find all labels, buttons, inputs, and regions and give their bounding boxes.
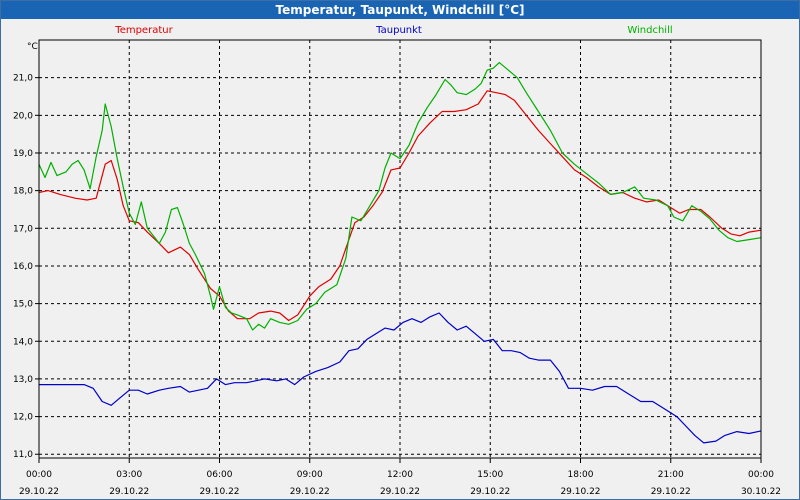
- legend-windchill: Windchill: [627, 25, 672, 36]
- y-tick-label: 12,0: [13, 413, 33, 423]
- x-tick-time: 12:00: [387, 470, 413, 480]
- y-tick-label: 17,0: [13, 224, 33, 234]
- x-tick-time: 09:00: [297, 470, 323, 480]
- x-tick-time: 03:00: [116, 470, 142, 480]
- y-axis: 11,0 12,0 13,0 14,0 15,0 16,0 17,0 18,0 19,0 20,0…: [13, 74, 39, 460]
- y-tick-label: 19,0: [13, 149, 33, 159]
- x-axis: 00:00 29.10.22 03:00 29.10.22 06:00 29.10.22 0…: [19, 458, 781, 497]
- y-axis-label: °C: [27, 42, 38, 52]
- chart-title: Temperatur, Taupunkt, Windchill [°C]: [1, 1, 799, 19]
- y-tick-label: 11,0: [13, 450, 33, 460]
- legend-taupunkt: Taupunkt: [375, 25, 422, 36]
- y-tick-label: 14,0: [13, 337, 33, 347]
- x-tick-date: 29.10.22: [380, 487, 420, 497]
- series-line-taupunkt: [39, 312, 762, 444]
- y-tick-label: 13,0: [13, 375, 33, 385]
- x-tick-time: 21:00: [658, 470, 684, 480]
- x-tick-time: 18:00: [568, 470, 594, 480]
- y-tick-label: 21,0: [13, 74, 33, 84]
- x-tick-time: 15:00: [477, 470, 503, 480]
- x-tick-date: 29.10.22: [19, 487, 59, 497]
- series-layer: [38, 62, 762, 444]
- x-tick-date: 29.10.22: [470, 487, 510, 497]
- chart-svg: 11,0 12,0 13,0 14,0 15,0 16,0 17,0 18,0 19,0 20,0…: [13, 25, 781, 497]
- x-tick-time: 00:00: [748, 470, 774, 480]
- y-tick-label: 20,0: [13, 111, 33, 121]
- series-line-temperatur: [38, 90, 762, 322]
- x-tick-date: 29.10.22: [290, 487, 330, 497]
- legend: Temperatur Taupunkt Windchill: [114, 25, 672, 36]
- x-tick-date: 29.10.22: [109, 487, 149, 497]
- x-tick-time: 00:00: [26, 470, 52, 480]
- y-tick-label: 18,0: [13, 187, 33, 197]
- y-tick-label: 16,0: [13, 262, 33, 272]
- y-tick-label: 15,0: [13, 300, 33, 310]
- legend-temperatur: Temperatur: [114, 25, 173, 36]
- grid: [38, 40, 762, 458]
- x-tick-date: 30.10.22: [741, 487, 781, 497]
- x-tick-date: 29.10.22: [651, 487, 691, 497]
- series-line-windchill: [38, 62, 762, 331]
- x-tick-date: 29.10.22: [560, 487, 600, 497]
- x-tick-date: 29.10.22: [199, 487, 239, 497]
- x-tick-time: 06:00: [207, 470, 233, 480]
